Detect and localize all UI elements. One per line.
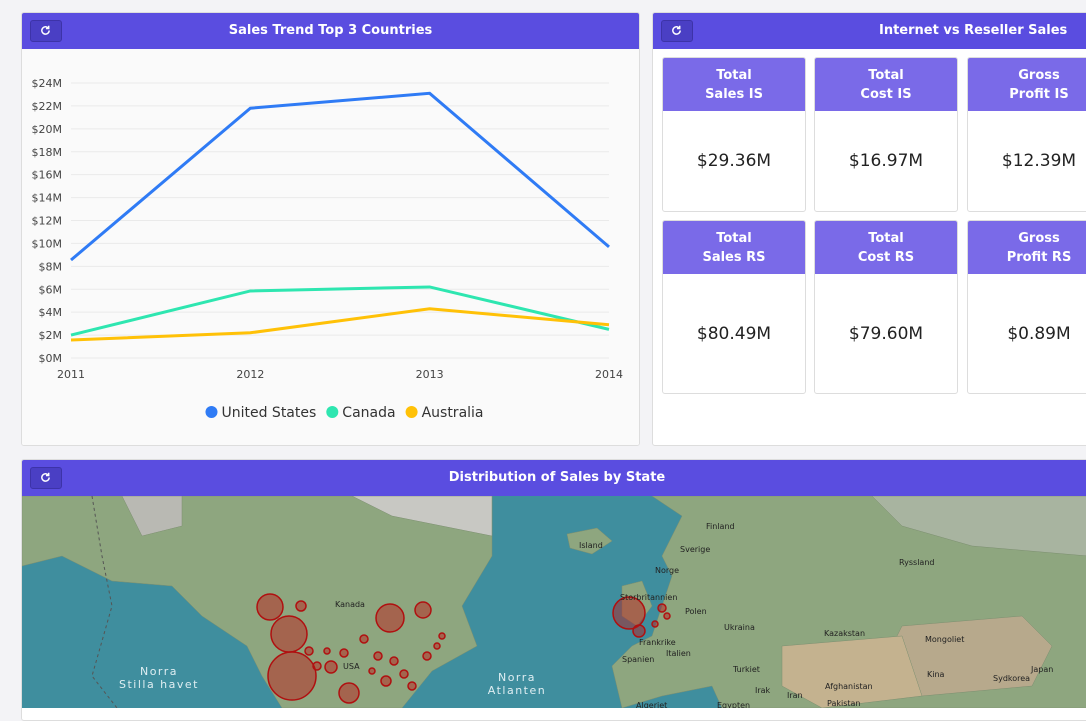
map-label: Polen [685, 607, 707, 616]
panel-header: Internet vs Reseller Sales [653, 13, 1086, 49]
map-label: Frankrike [639, 638, 676, 647]
map-label: Irak [755, 686, 771, 695]
x-tick-label: 2012 [236, 368, 264, 381]
y-tick-label: $10M [32, 237, 63, 250]
y-tick-label: $22M [32, 100, 63, 113]
y-tick-label: $14M [32, 192, 63, 205]
series-line [70, 285, 610, 337]
map-label: Turkiet [732, 665, 760, 674]
map[interactable]: Finland Island Sverige Norge Ryssland Storbri… [22, 496, 1086, 708]
map-label: Algeriet [636, 701, 667, 708]
map-label: Ryssland [899, 558, 934, 567]
map-label: Norra [498, 671, 536, 684]
kpi-card: Total Sales IS $29.36M [662, 57, 806, 212]
map-label: Kazakstan [824, 629, 865, 638]
kpi-label: Total Sales IS [663, 58, 805, 111]
panel-header: Sales Trend Top 3 Countries [22, 13, 639, 49]
map-label: Kanada [335, 600, 365, 609]
legend-marker [405, 406, 418, 418]
y-tick-label: $4M [39, 306, 63, 319]
y-tick-label: $16M [32, 169, 63, 182]
y-tick-label: $8M [39, 260, 63, 273]
kpi-label: Gross Profit RS [968, 221, 1086, 274]
series-line [70, 91, 610, 262]
map-label: Sverige [680, 545, 710, 554]
map-label: Sydkorea [993, 674, 1030, 683]
x-tick-label: 2014 [595, 368, 623, 381]
refresh-button[interactable] [30, 20, 62, 42]
kpi-value: $79.60M [848, 323, 924, 344]
map-label: Afghanistan [825, 682, 873, 691]
y-tick-label: $2M [39, 329, 63, 342]
map-label: Mongoliet [925, 635, 964, 644]
kpi-label: Gross Profit IS [968, 58, 1086, 111]
map-label: USA [343, 662, 360, 671]
refresh-button[interactable] [30, 467, 62, 489]
legend-marker [326, 406, 339, 418]
chart-panel: Sales Trend Top 3 Countries $0M $2M $4M $6M… [21, 12, 640, 446]
kpi-card: Total Cost RS $79.60M [814, 220, 958, 394]
map-label: Ukraina [724, 623, 755, 632]
map-label: Iran [787, 691, 803, 700]
kpi-card: Total Sales RS $80.49M [662, 220, 806, 394]
line-chart: $0M $2M $4M $6M $8M $10M $12M $14M $16M $18M $20M $… [22, 49, 639, 445]
map-label: Egypten [717, 701, 750, 708]
kpi-label: Total Cost IS [815, 58, 957, 111]
panel-title: Distribution of Sales by State [448, 470, 666, 485]
map-label: Italien [666, 649, 691, 658]
kpi-value: $12.39M [1001, 151, 1077, 171]
kpi-value: $0.89M [1007, 323, 1071, 344]
refresh-button[interactable] [661, 20, 693, 42]
map-label: Atlanten [488, 684, 546, 697]
panel-title: Internet vs Reseller Sales [879, 23, 1068, 38]
kpi-value: $80.49M [696, 323, 772, 344]
y-tick-label: $20M [32, 123, 63, 136]
map-label: Norge [655, 566, 679, 575]
map-label: Island [579, 541, 603, 550]
kpi-label: Total Cost RS [815, 221, 957, 274]
map-label: Japan [1030, 665, 1053, 674]
kpi-value: $29.36M [696, 151, 772, 171]
kpi-card: Gross Profit IS $12.39M [967, 57, 1086, 212]
map-panel: Distribution of Sales by State [21, 459, 1086, 721]
y-tick-label: $6M [39, 283, 63, 296]
y-tick-label: $24M [32, 77, 63, 90]
kpi-card: Total Cost IS $16.97M [814, 57, 958, 212]
map-label: Pakistan [827, 699, 861, 708]
map-label: Norra [140, 665, 178, 678]
kpi-value: $16.97M [848, 151, 924, 171]
map-label: Storbritannien [620, 593, 677, 602]
map-label: Spanien [622, 655, 654, 664]
legend-label: Canada [342, 405, 395, 421]
kpi-card: Gross Profit RS $0.89M [967, 220, 1086, 394]
map-label: Stilla havet [119, 678, 199, 691]
map-label: Kina [927, 670, 945, 679]
legend-label: Australia [422, 405, 484, 421]
y-tick-label: $12M [32, 215, 63, 228]
y-tick-label: $18M [32, 146, 63, 159]
legend-marker [205, 406, 218, 418]
legend-label: United States [221, 405, 316, 421]
kpi-label: Total Sales RS [663, 221, 805, 274]
x-tick-label: 2013 [416, 368, 444, 381]
panel-header: Distribution of Sales by State [22, 460, 1086, 496]
map-label: Finland [706, 522, 735, 531]
kpi-panel: Internet vs Reseller Sales Total Sales I… [652, 12, 1086, 446]
series-line [70, 307, 610, 342]
x-tick-label: 2011 [57, 368, 85, 381]
y-tick-label: $0M [39, 352, 63, 365]
panel-title: Sales Trend Top 3 Countries [228, 23, 433, 38]
